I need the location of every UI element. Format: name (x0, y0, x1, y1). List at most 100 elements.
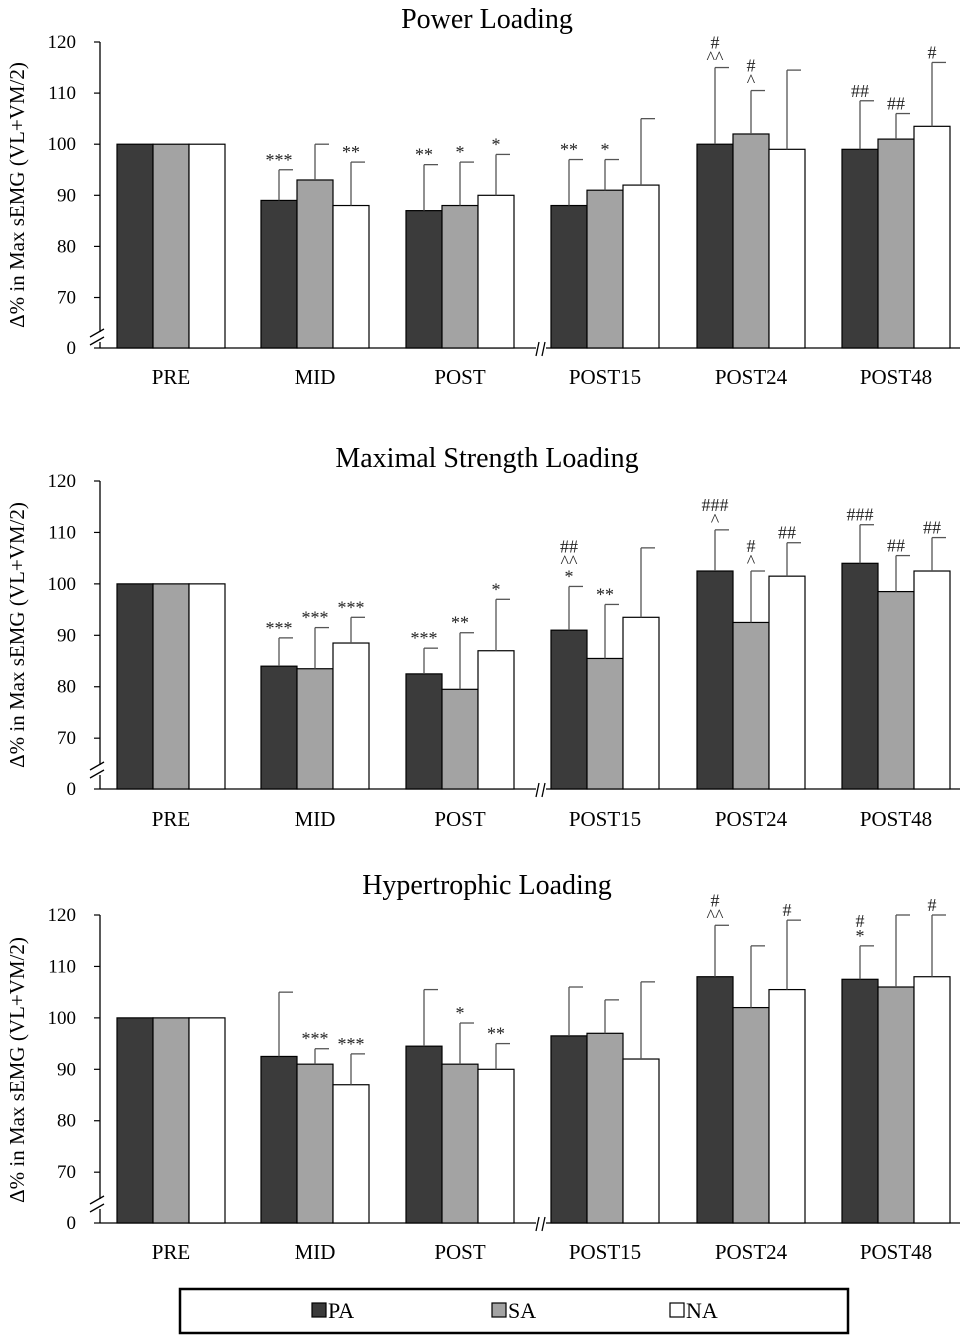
x-axis-break-mark (535, 1216, 540, 1232)
significance-annotation: ### ^ (702, 495, 729, 530)
x-category-label: POST (434, 807, 486, 831)
significance-annotation: ** (560, 140, 578, 160)
x-category-label: POST15 (569, 807, 641, 831)
bar-SA (732, 621, 770, 790)
significance-annotation: # (928, 42, 937, 62)
y-tick-label: 120 (48, 32, 77, 53)
x-category-label: PRE (152, 365, 191, 389)
significance-annotation: * (456, 1003, 465, 1023)
x-category-label: MID (295, 365, 336, 389)
bar-NA (768, 148, 806, 349)
bar-NA (332, 642, 370, 790)
bar-NA (768, 988, 806, 1224)
significance-annotation: ## ^^ * (560, 536, 578, 586)
significance-annotation: *** (266, 150, 293, 170)
bar-PA (696, 570, 734, 790)
y-tick-label: 90 (57, 1059, 76, 1080)
significance-annotation: ## (851, 81, 869, 101)
legend-box (178, 1287, 850, 1335)
x-category-label: POST48 (860, 807, 932, 831)
y-tick-label: 100 (48, 134, 77, 155)
y-tick-label: 0 (67, 1213, 77, 1234)
legend-swatch-NA (669, 1302, 685, 1318)
y-axis-break-mark (89, 328, 105, 338)
chart-panel-3: Hypertrophic Loading Δ% in Max sEMG (VL+V… (5, 870, 960, 1264)
significance-annotation: ## (778, 523, 796, 543)
bar-SA (441, 688, 479, 790)
y-axis-break-mark (89, 769, 105, 779)
y-axis-label: Δ% in Max sEMG (VL+VM/2) (5, 502, 29, 768)
legend-label-SA: SA (508, 1298, 536, 1323)
x-category-label: POST15 (569, 365, 641, 389)
bar-SA (441, 204, 479, 349)
x-category-label: POST48 (860, 1240, 932, 1264)
significance-annotation: *** (302, 1029, 329, 1049)
significance-annotation: # ^^ (707, 890, 724, 925)
bar-NA (477, 650, 515, 790)
x-axis-break-mark (535, 782, 540, 798)
significance-annotation: * (456, 142, 465, 162)
bar-SA (296, 1063, 334, 1224)
y-tick-label: 110 (48, 956, 76, 977)
chart-title: Power Loading (401, 4, 573, 35)
bar-PA (405, 673, 443, 790)
y-tick-label: 80 (57, 1111, 76, 1132)
y-axis-break-mark (89, 761, 105, 771)
y-tick-label: 120 (48, 905, 77, 926)
bar-PA (260, 1055, 298, 1224)
bar-SA (152, 583, 190, 790)
significance-annotation: *** (338, 1034, 365, 1054)
bar-NA (188, 583, 226, 790)
significance-annotation: # (783, 900, 792, 920)
bar-PA (260, 665, 298, 790)
bar-NA (768, 575, 806, 790)
bar-PA (116, 583, 154, 790)
y-tick-label: 0 (67, 338, 77, 359)
bar-SA (441, 1063, 479, 1224)
x-category-label: POST24 (715, 807, 788, 831)
y-tick-label: 90 (57, 625, 76, 646)
significance-annotation: # ^ (747, 56, 756, 91)
bar-SA (877, 986, 915, 1224)
bar-PA (116, 143, 154, 349)
bar-PA (550, 629, 588, 790)
bar-PA (841, 148, 879, 349)
y-axis-break-mark (89, 336, 105, 346)
significance-annotation: ** (487, 1024, 505, 1044)
bar-NA (188, 143, 226, 349)
x-category-label: POST24 (715, 1240, 788, 1264)
significance-annotation: # (928, 895, 937, 915)
bar-PA (696, 143, 734, 349)
y-tick-label: 80 (57, 677, 76, 698)
bar-NA (332, 1084, 370, 1224)
x-category-label: POST24 (715, 365, 788, 389)
significance-annotation: *** (338, 597, 365, 617)
bar-NA (622, 184, 660, 349)
y-tick-label: 110 (48, 522, 76, 543)
significance-annotation: * (492, 134, 501, 154)
x-axis-break-mark (541, 782, 546, 798)
bar-NA (332, 204, 370, 349)
bar-PA (550, 204, 588, 349)
bar-PA (260, 199, 298, 349)
bar-SA (296, 179, 334, 349)
y-tick-label: 90 (57, 185, 76, 206)
y-tick-label: 70 (57, 728, 76, 749)
legend-swatch-PA (311, 1302, 327, 1318)
y-tick-label: 70 (57, 288, 76, 309)
x-category-label: MID (295, 1240, 336, 1264)
significance-annotation: ## (923, 518, 941, 538)
y-tick-label: 100 (48, 574, 77, 595)
y-tick-label: 100 (48, 1008, 77, 1029)
bar-NA (913, 976, 951, 1224)
significance-annotation: * (601, 140, 610, 160)
chart-panel-1: Power Loading Δ% in Max sEMG (VL+VM/2) 0 70… (5, 4, 960, 389)
y-tick-label: 80 (57, 236, 76, 257)
bar-NA (622, 616, 660, 790)
bar-PA (550, 1035, 588, 1224)
bar-SA (877, 590, 915, 790)
x-category-label: PRE (152, 1240, 191, 1264)
legend-label-NA: NA (686, 1298, 718, 1323)
bar-NA (622, 1058, 660, 1224)
